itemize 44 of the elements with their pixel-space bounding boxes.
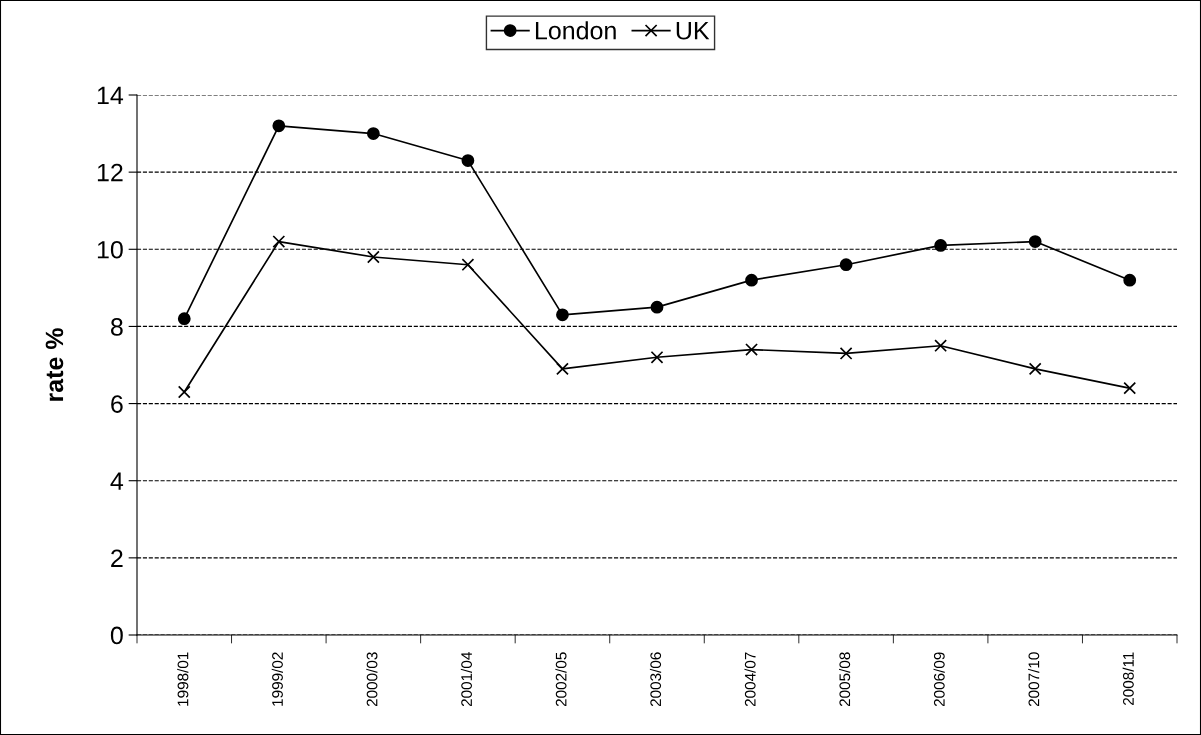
point (272, 119, 286, 133)
point (839, 258, 853, 272)
point (1028, 362, 1042, 376)
point (1123, 273, 1137, 287)
point (1028, 235, 1042, 248)
point (934, 239, 948, 252)
point (839, 347, 853, 360)
point (745, 273, 758, 287)
y-tick-label: 8 (110, 318, 123, 336)
y-tick-label: 12 (97, 163, 123, 182)
y-tick-label: 10 (97, 240, 123, 259)
point (650, 350, 664, 364)
x-tick-label: 2003/06 (649, 652, 662, 707)
y-tick-label: 6 (111, 395, 123, 413)
point (934, 339, 948, 353)
legend-label: London (535, 21, 616, 40)
point (366, 127, 380, 140)
x-tick-label: 2006/09 (933, 652, 945, 707)
x-tick-label: 2005/08 (838, 652, 851, 707)
y-tick-label: 0 (110, 626, 123, 645)
point (272, 235, 286, 248)
y-tick-label: 4 (110, 472, 124, 490)
point (366, 250, 380, 264)
point (556, 308, 569, 322)
x-tick-label: 2000/03 (366, 652, 378, 707)
x-tick-label: 2004/07 (744, 652, 756, 707)
y-axis-title: rate % (45, 328, 64, 401)
x-tick-label: 2007/10 (1028, 652, 1040, 707)
x-tick-label: 2008/11 (1122, 652, 1134, 705)
point (177, 312, 191, 326)
point (177, 385, 191, 399)
point (650, 300, 664, 314)
point (461, 154, 475, 167)
x-tick-label: 1999/02 (271, 652, 283, 706)
point (556, 362, 569, 376)
point (1123, 381, 1137, 395)
x-tick-label: 1998/01 (177, 652, 189, 706)
legend-label: UK (676, 22, 710, 40)
x-tick-label: 2002/05 (555, 652, 567, 707)
point (461, 258, 475, 272)
y-tick-label: 2 (111, 549, 123, 567)
x-tick-label: 2001/04 (460, 652, 473, 707)
point (745, 343, 758, 356)
y-tick-label: 14 (97, 86, 124, 105)
